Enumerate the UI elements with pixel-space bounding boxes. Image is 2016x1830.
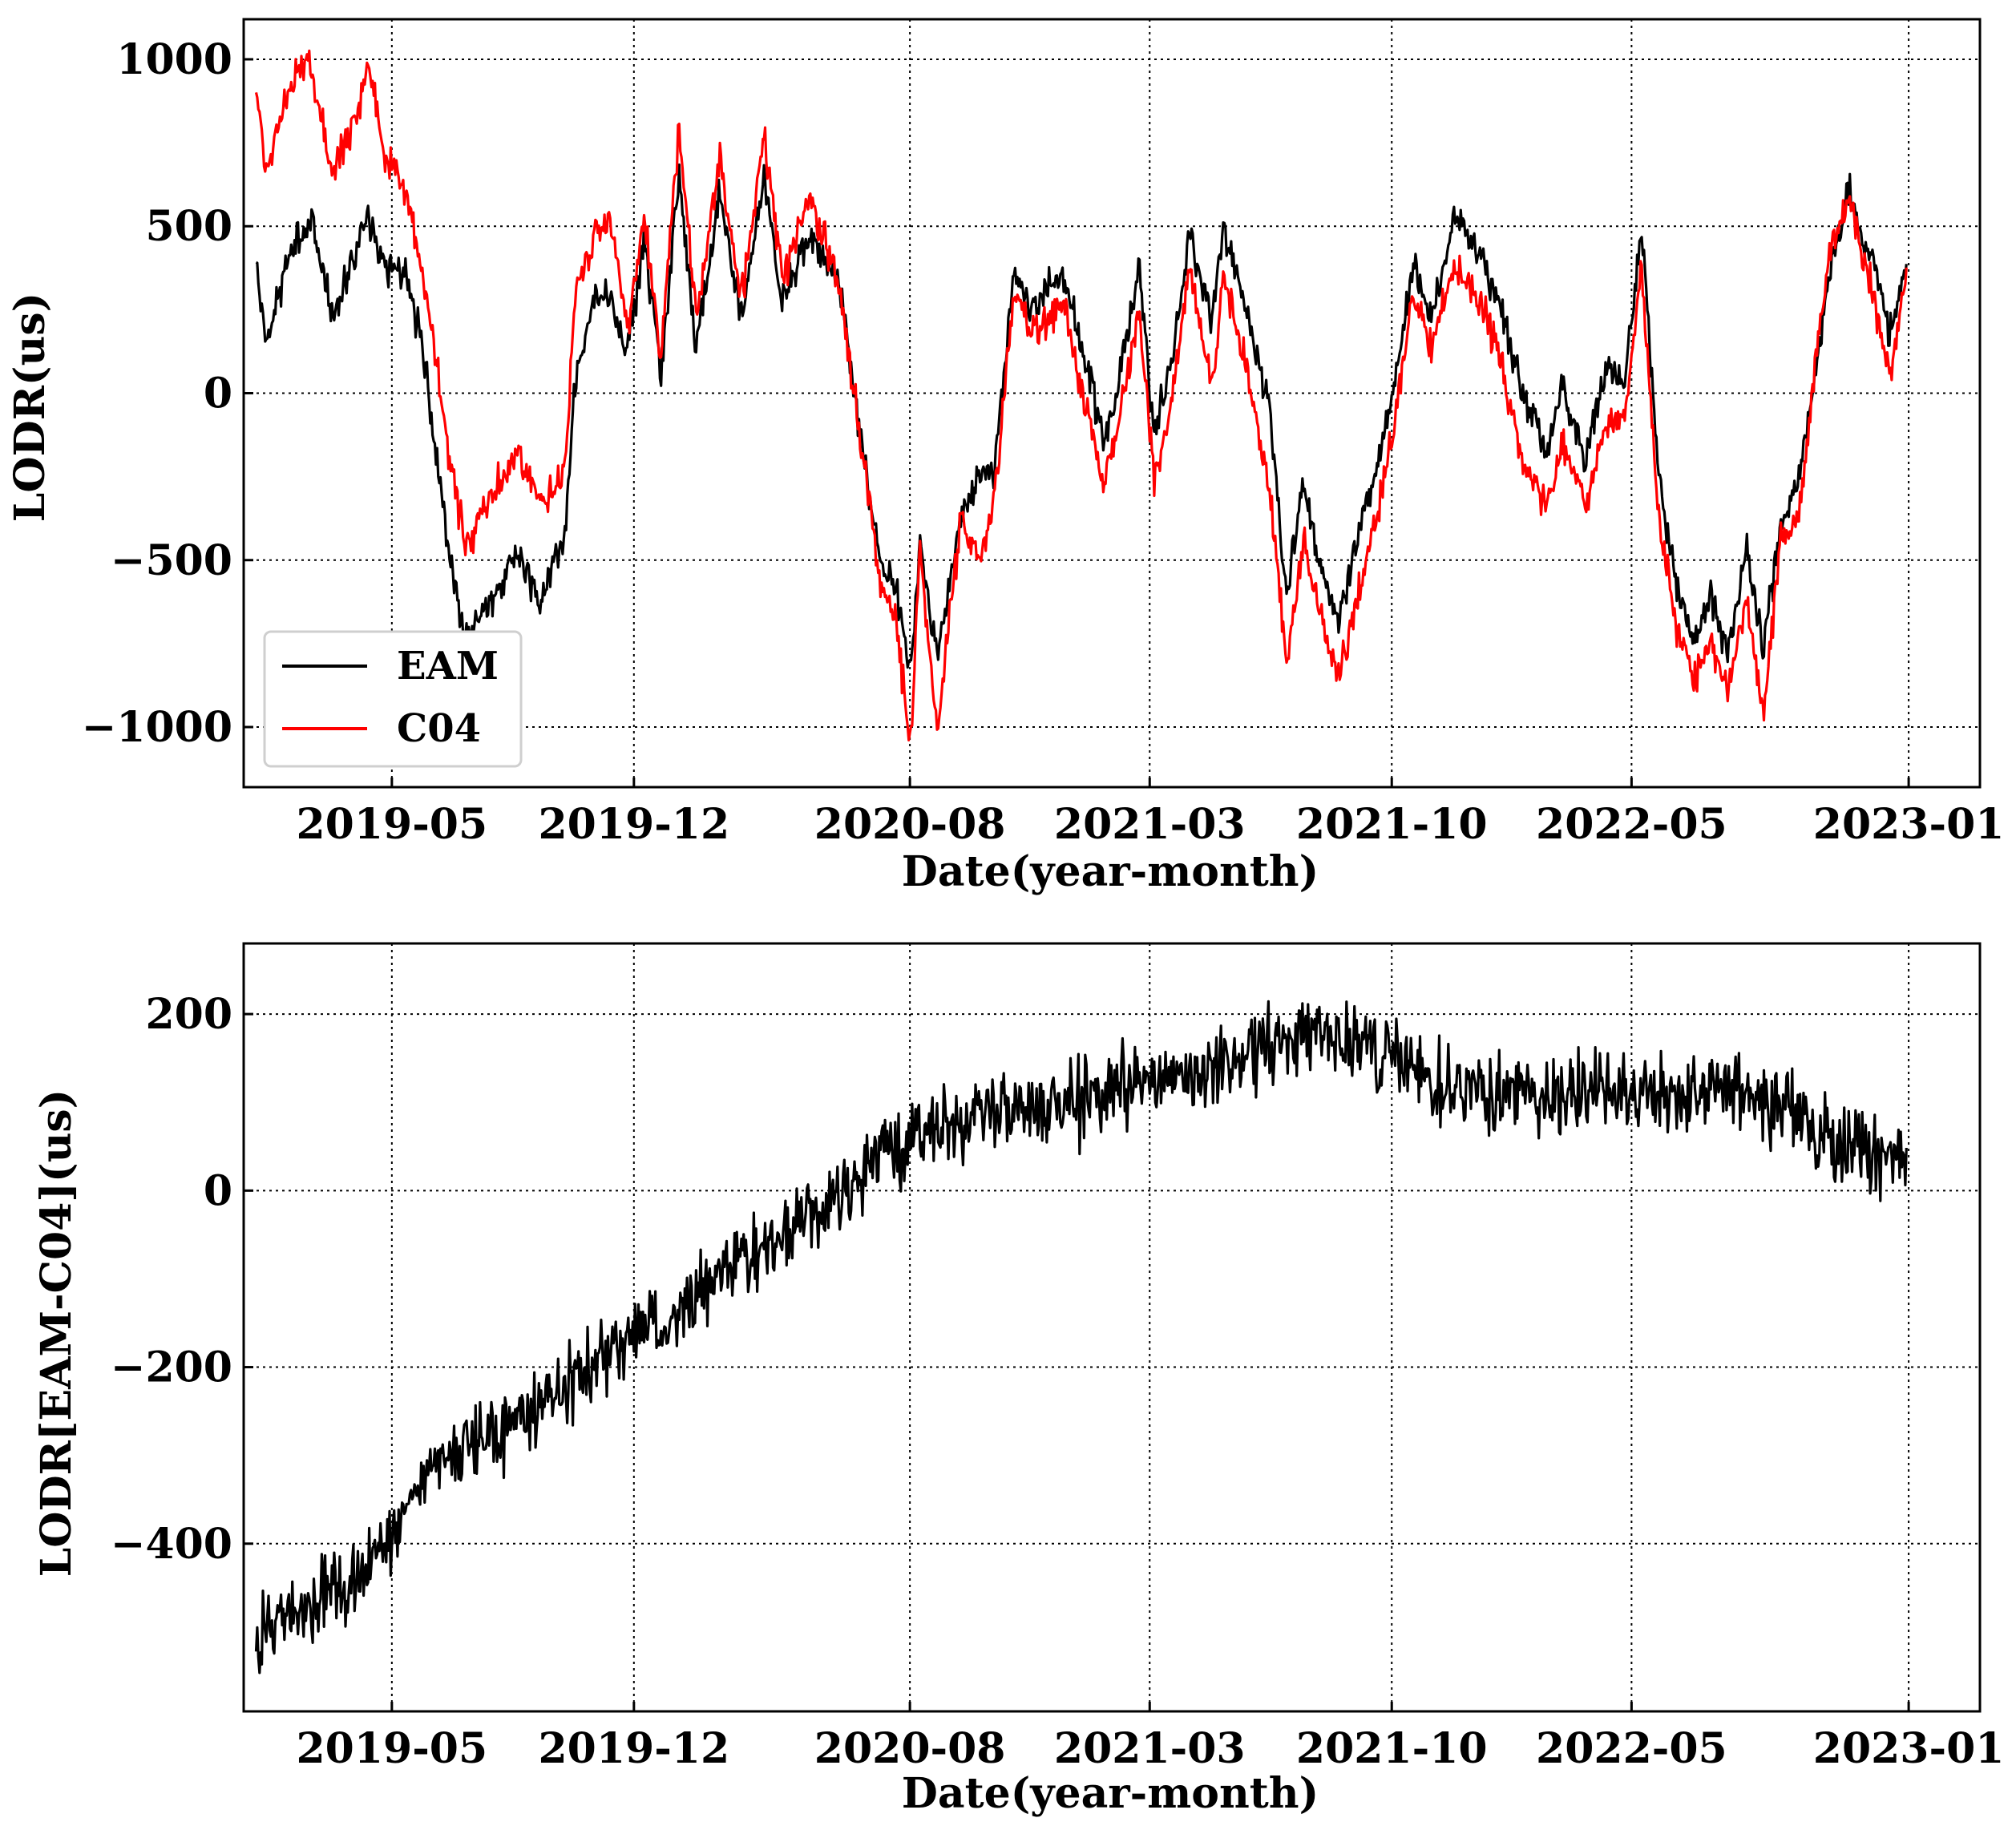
eam-series-line bbox=[255, 163, 1908, 669]
diff-ticks bbox=[244, 1012, 1910, 1711]
diff-grid bbox=[244, 943, 1980, 1711]
y-tick-label: −500 bbox=[111, 536, 232, 585]
lodr-plot-frame bbox=[242, 18, 1982, 789]
x-tick-label: 2021-10 bbox=[1296, 1724, 1488, 1773]
difference-series-line bbox=[254, 1000, 1908, 1674]
y-tick-label: −400 bbox=[111, 1520, 232, 1569]
legend: EAM C04 bbox=[263, 630, 523, 768]
x-tick-label: 2023-01 bbox=[1813, 1724, 2005, 1773]
diff-series bbox=[254, 1000, 1908, 1674]
x-tick-label: 2019-12 bbox=[538, 800, 729, 849]
y-tick-label: −200 bbox=[111, 1343, 232, 1392]
x-tick-label: 2021-03 bbox=[1054, 800, 1246, 849]
x-tick-label: 2020-08 bbox=[814, 1724, 1006, 1773]
x-tick-label: 2022-05 bbox=[1536, 1724, 1727, 1773]
x-tick-label: 2020-08 bbox=[814, 800, 1006, 849]
x-tick-label: 2019-12 bbox=[538, 1724, 729, 1773]
y-tick-label: −1000 bbox=[82, 703, 232, 752]
y-tick-label: 200 bbox=[145, 990, 232, 1039]
lodr-y-tick-labels: 1000 500 0 −500 −1000 bbox=[82, 35, 232, 752]
diff-y-axis-title: LODR[EAM-C04](us) bbox=[32, 1089, 81, 1578]
x-tick-label: 2019-05 bbox=[297, 800, 488, 849]
legend-eam-label: EAM bbox=[397, 644, 499, 689]
diff-y-tick-labels: 200 0 −200 −400 bbox=[111, 990, 232, 1569]
y-tick-label: 0 bbox=[204, 1166, 232, 1215]
c04-series-line bbox=[254, 49, 1908, 741]
lodr-series bbox=[254, 49, 1908, 741]
y-tick-label: 1000 bbox=[116, 35, 232, 84]
diff-x-axis-title: Date(year-month) bbox=[902, 1769, 1319, 1818]
diff-x-tick-labels: 2019-05 2019-12 2020-08 2021-03 2021-10 2022-… bbox=[297, 1724, 2005, 1773]
x-tick-label: 2023-01 bbox=[1813, 800, 2005, 849]
diff-plot-frame bbox=[242, 942, 1982, 1713]
lodr-ticks bbox=[244, 58, 1910, 787]
lodr-difference-panel: 200 0 −200 −400 2019-05 2019-12 2020-08 2021-0… bbox=[32, 942, 2005, 1818]
lodr-grid bbox=[244, 19, 1980, 787]
lodr-y-axis-title: LODR(us) bbox=[6, 293, 55, 522]
x-tick-label: 2021-10 bbox=[1296, 800, 1488, 849]
x-tick-label: 2021-03 bbox=[1054, 1724, 1246, 1773]
lodr-x-axis-title: Date(year-month) bbox=[902, 847, 1319, 896]
y-tick-label: 0 bbox=[204, 370, 232, 418]
legend-c04-label: C04 bbox=[397, 706, 481, 751]
y-tick-label: 500 bbox=[145, 202, 232, 251]
x-tick-label: 2019-05 bbox=[297, 1724, 488, 1773]
x-tick-label: 2022-05 bbox=[1536, 800, 1727, 849]
lodr-x-tick-labels: 2019-05 2019-12 2020-08 2021-03 2021-10 2022-… bbox=[297, 800, 2005, 849]
